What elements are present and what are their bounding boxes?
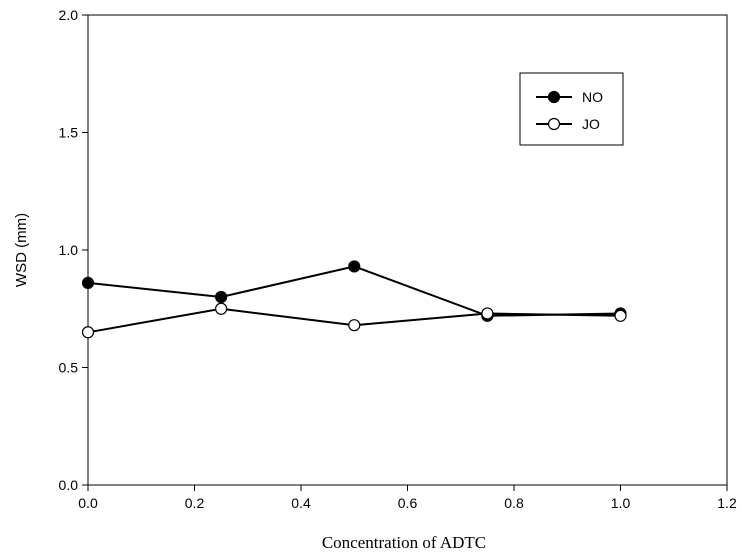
y-tick-label: 2.0 (59, 7, 79, 23)
x-tick-label: 1.0 (611, 495, 631, 511)
axes (87, 14, 728, 486)
legend-label-no: NO (582, 89, 603, 105)
data-point-jo (614, 309, 627, 322)
x-tick-label: 0.6 (398, 495, 418, 511)
x-tick-label: 0.0 (78, 495, 98, 511)
x-axis-ticks: 0.0 0.2 0.4 0.6 0.8 1.0 1.2 (78, 485, 737, 511)
y-tick-label: 0.5 (59, 360, 79, 376)
series-line-no (87, 265, 621, 317)
y-axis-title: WSD (mm) (13, 213, 30, 287)
legend-marker-jo (547, 117, 561, 131)
y-tick-label: 1.5 (59, 125, 79, 141)
data-point-no (81, 276, 95, 289)
x-tick-label: 0.8 (504, 495, 524, 511)
plot-frame (87, 14, 728, 486)
legend-marker-no (547, 90, 561, 104)
x-tick-label: 1.2 (717, 495, 737, 511)
data-point-jo (481, 307, 494, 320)
x-tick-label: 0.4 (291, 495, 311, 511)
data-point-jo (348, 319, 361, 332)
data-point-jo (215, 302, 228, 315)
legend: NO JO (519, 72, 624, 146)
data-point-no (215, 290, 228, 304)
y-axis-ticks: 0.0 0.5 1.0 1.5 2.0 (59, 7, 88, 493)
legend-box (519, 72, 624, 146)
data-point-no (348, 260, 361, 273)
y-tick-label: 0.0 (59, 477, 79, 493)
x-axis-title: Concentration of ADTC (322, 533, 486, 552)
y-tick-label: 1.0 (59, 242, 79, 258)
legend-label-jo: JO (582, 116, 600, 132)
series-layer (81, 260, 627, 339)
data-point-jo (81, 326, 95, 339)
x-tick-label: 0.2 (185, 495, 205, 511)
